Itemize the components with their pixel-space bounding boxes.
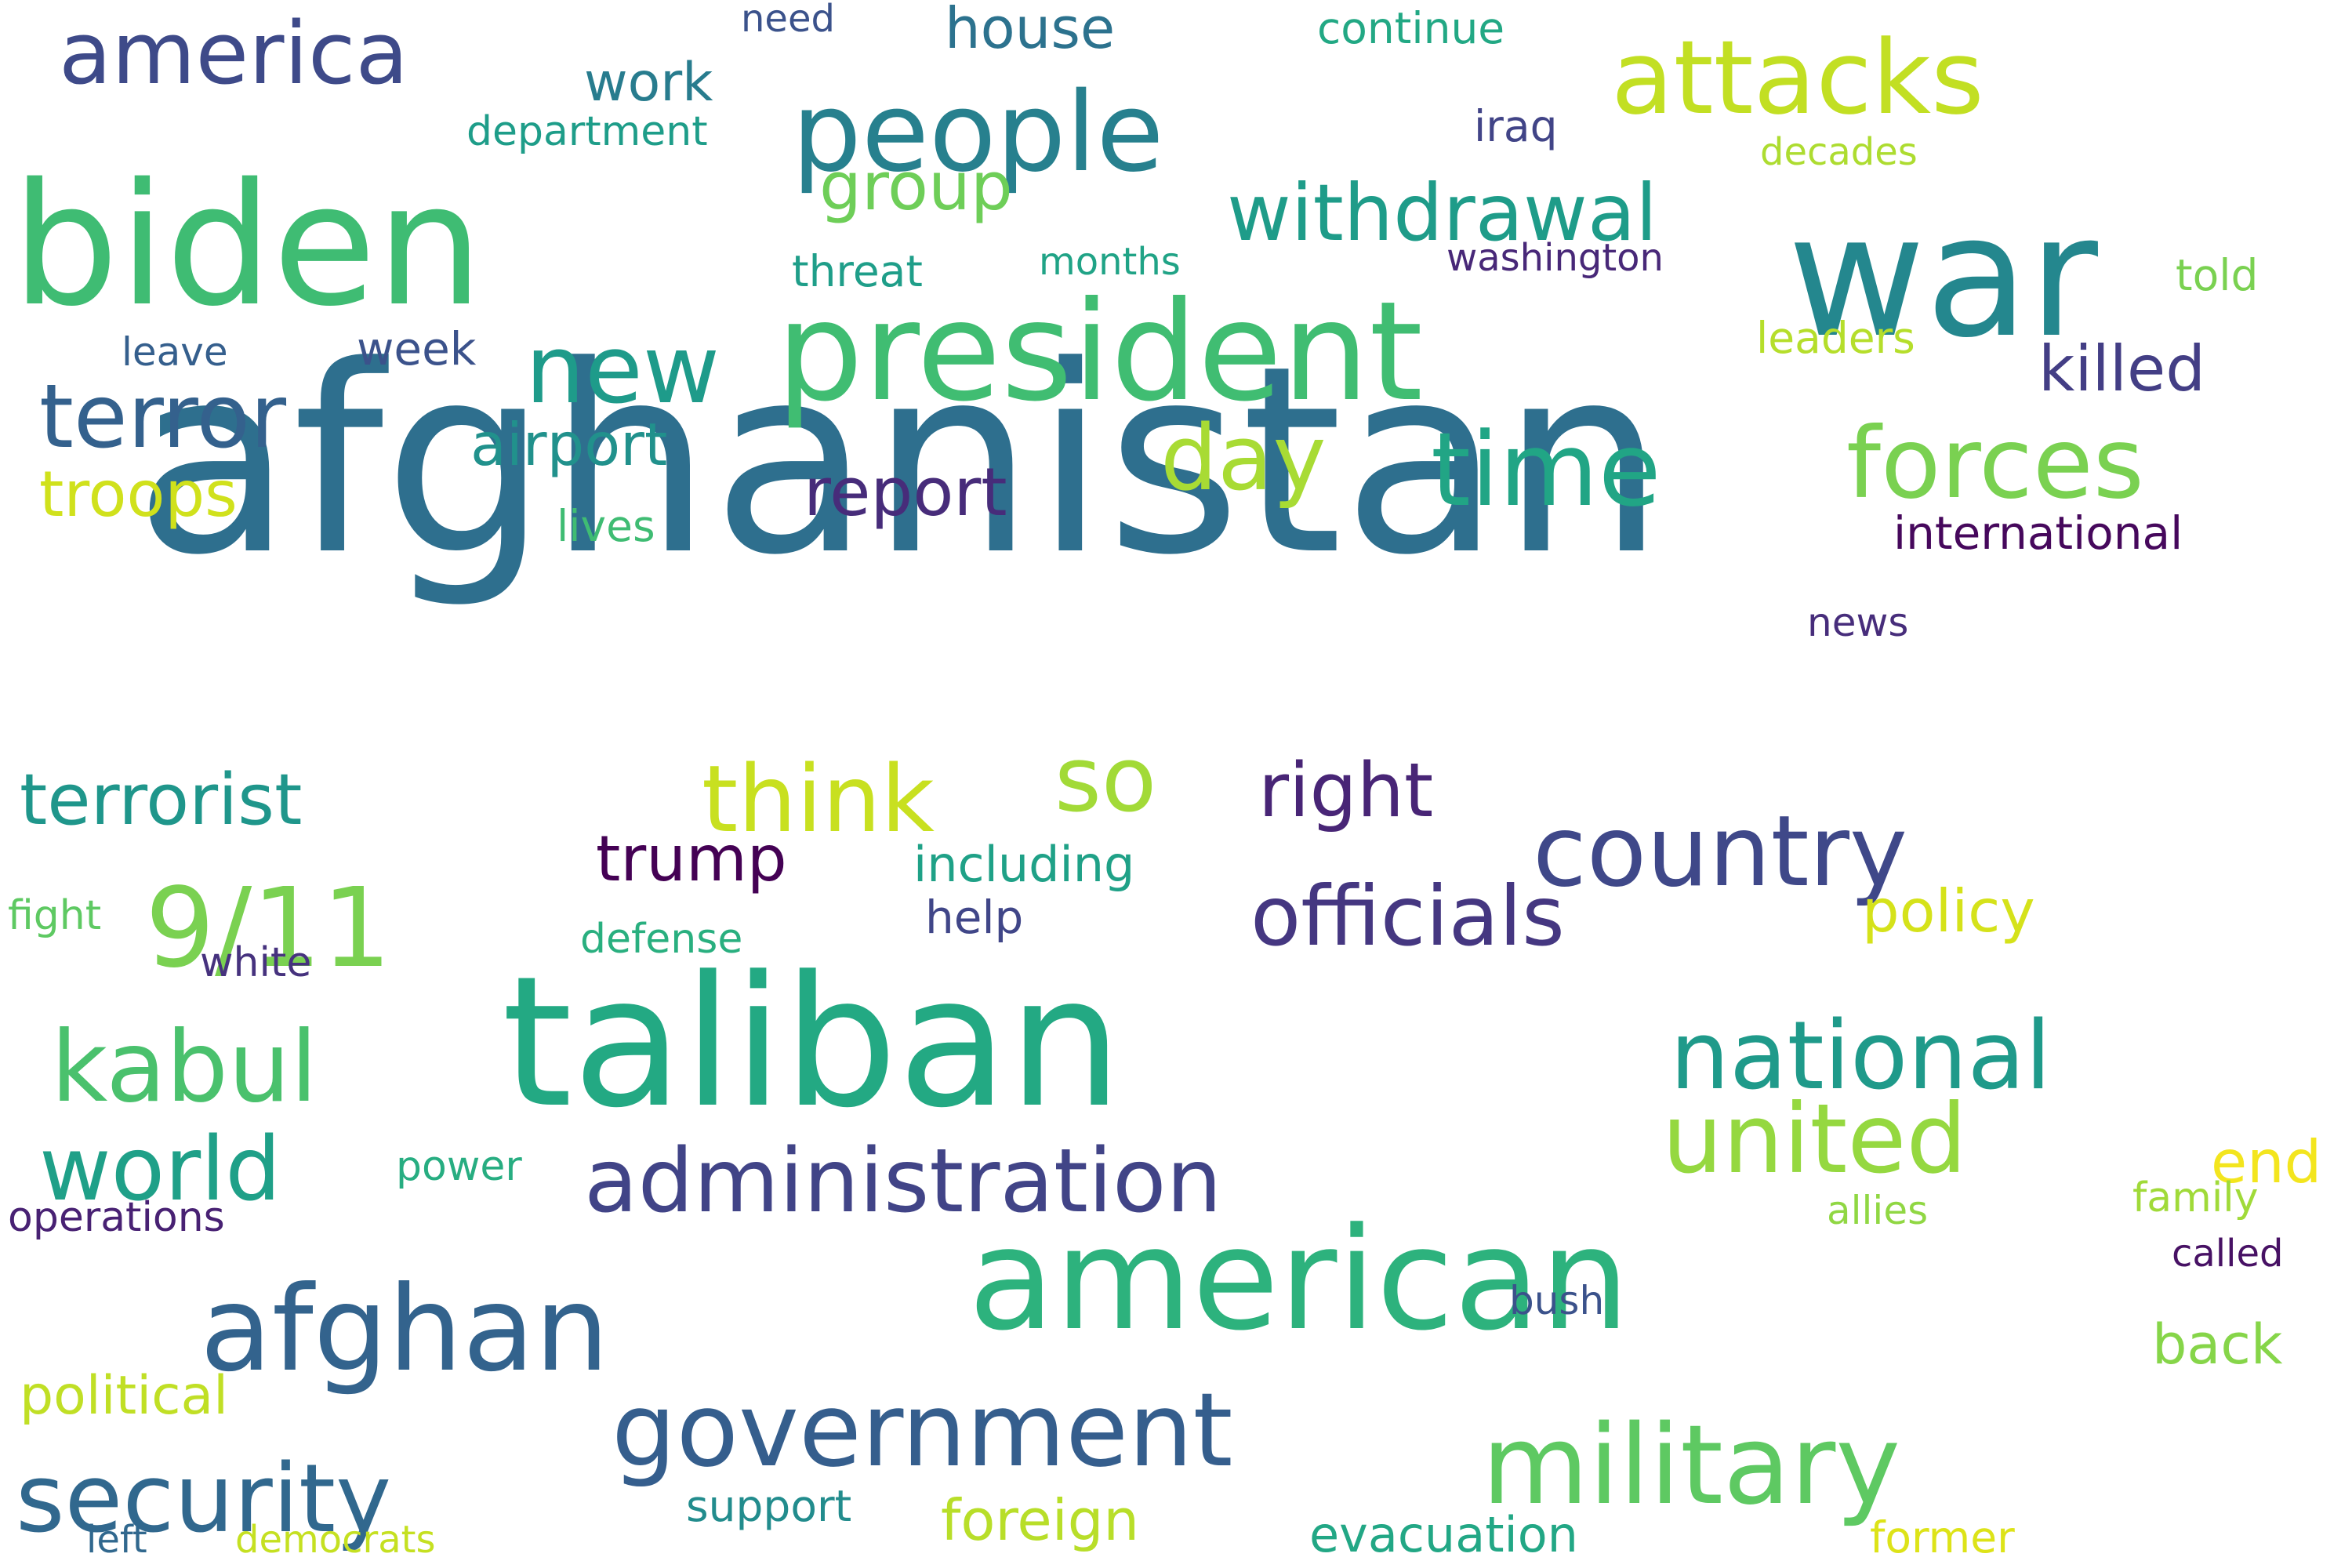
word-people: people: [792, 68, 1164, 197]
word-end: end: [2211, 1127, 2322, 1197]
word-report: report: [804, 453, 1007, 532]
word-war: war: [1788, 178, 2098, 376]
word-news: news: [1807, 599, 1909, 645]
word-foreign: foreign: [941, 1487, 1140, 1554]
word-decades: decades: [1760, 130, 1918, 175]
word-killed: killed: [2038, 332, 2206, 405]
word-leave: leave: [122, 328, 228, 375]
word-attacks: attacks: [1611, 18, 1984, 138]
word-so: so: [1054, 728, 1157, 833]
word-america: america: [59, 2, 408, 103]
word-defense: defense: [580, 915, 743, 963]
word-taliban: taliban: [502, 938, 1123, 1149]
word-group: group: [819, 147, 1013, 226]
word-afghanistan: afghanistan: [134, 310, 1665, 612]
word-terrorist: terrorist: [20, 759, 303, 842]
word-operations: operations: [8, 1193, 225, 1241]
word-world: world: [39, 1118, 281, 1221]
word-withdrawal: withdrawal: [1227, 167, 1657, 259]
word-power: power: [396, 1142, 522, 1190]
word-including: including: [913, 836, 1135, 894]
word-policy: policy: [1862, 877, 2035, 946]
word-department: department: [466, 107, 708, 155]
word-washington: washington: [1446, 236, 1664, 281]
word-time: time: [1431, 410, 1661, 530]
word-evacuation: evacuation: [1309, 1506, 1578, 1564]
word-united: united: [1662, 1083, 1967, 1195]
word-officials: officials: [1250, 869, 1565, 965]
word-democrats: democrats: [235, 1518, 436, 1563]
word-country: country: [1533, 794, 1908, 909]
word-threat: threat: [792, 245, 923, 296]
word-trump: trump: [596, 822, 787, 895]
word-international: international: [1893, 506, 2183, 561]
word-day: day: [1160, 406, 1327, 512]
word-fight: fight: [8, 891, 102, 939]
word-lives: lives: [557, 500, 655, 551]
word-biden: biden: [12, 147, 484, 344]
word-need: need: [741, 0, 835, 42]
word-support: support: [686, 1480, 852, 1531]
word-work: work: [584, 51, 713, 114]
word-forces: forces: [1846, 406, 2144, 521]
word-right: right: [1258, 747, 1434, 834]
word-afghan: afghan: [200, 1261, 609, 1398]
word-9-11: 9/11: [145, 864, 392, 993]
word-government: government: [612, 1370, 1233, 1490]
word-president: president: [776, 273, 1423, 433]
word-think: think: [702, 745, 935, 854]
word-white: white: [200, 938, 312, 986]
word-back: back: [2152, 1312, 2283, 1377]
word-airport: airport: [470, 410, 668, 480]
word-troops: troops: [39, 457, 238, 531]
word-continue: continue: [1317, 2, 1505, 53]
word-months: months: [1039, 240, 1181, 285]
word-help: help: [925, 891, 1024, 945]
word-iraq: iraq: [1474, 100, 1558, 151]
word-house: house: [945, 0, 1116, 61]
word-terror: terror: [39, 365, 287, 468]
word-security: security: [16, 1445, 392, 1555]
word-former: former: [1870, 1512, 2015, 1563]
word-left: left: [86, 1518, 147, 1563]
word-administration: administration: [584, 1130, 1222, 1232]
word-kabul: kabul: [51, 1010, 318, 1124]
word-national: national: [1670, 1002, 2052, 1112]
word-leaders: leaders: [1756, 312, 1915, 363]
word-american: american: [968, 1197, 1630, 1362]
word-called: called: [2172, 1232, 2284, 1276]
word-told: told: [2176, 249, 2259, 300]
word-family: family: [2132, 1174, 2259, 1221]
word-allies: allies: [1827, 1187, 1929, 1233]
word-week: week: [357, 322, 477, 376]
word-bush: bush: [1509, 1277, 1605, 1323]
word-new: new: [525, 316, 720, 426]
word-military: military: [1482, 1401, 1901, 1530]
word-political: political: [20, 1364, 229, 1427]
